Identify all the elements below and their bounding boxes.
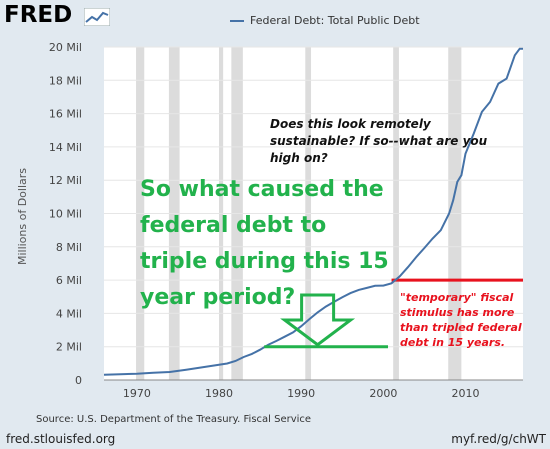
y-tick-label: 10 Mil [49,208,82,221]
y-tick-label: 0 [75,374,82,387]
x-tick-label: 1990 [287,387,315,400]
short-url-link[interactable]: myf.red/g/chWT [451,432,546,446]
y-tick-label: 16 Mil [49,108,82,121]
y-tick-label: 18 Mil [49,74,82,87]
source-note: Source: U.S. Department of the Treasury.… [36,414,312,425]
y-tick-label: 14 Mil [49,141,82,154]
x-tick-label: 1970 [123,387,151,400]
chart-legend: Federal Debt: Total Public Debt [230,14,420,27]
series-line [103,47,523,376]
x-tick-label: 1980 [205,387,233,400]
site-link[interactable]: fred.stlouisfed.org [6,432,116,446]
question-annotation: Does this look remotely sustainable? If … [270,117,488,165]
y-tick-label: 2 Mil [56,341,82,354]
fred-logo[interactable]: FRED [4,2,73,28]
fred-graph-icon [84,8,110,26]
x-tick-label: 2010 [451,387,479,400]
y-tick-label: 20 Mil [49,41,82,54]
down-arrow-icon [280,293,356,347]
stimulus-annotation: "temporary" fiscal stimulus has more tha… [400,291,522,349]
legend-label: Federal Debt: Total Public Debt [250,14,420,27]
x-tick-label: 2000 [369,387,397,400]
y-tick-label: 8 Mil [56,241,82,254]
y-tick-label: 12 Mil [49,174,82,187]
headline-annotation: So what caused the federal debt to tripl… [140,177,389,310]
legend-swatch [230,20,244,22]
y-tick-label: 4 Mil [56,307,82,320]
y-tick-label: 6 Mil [56,274,82,287]
